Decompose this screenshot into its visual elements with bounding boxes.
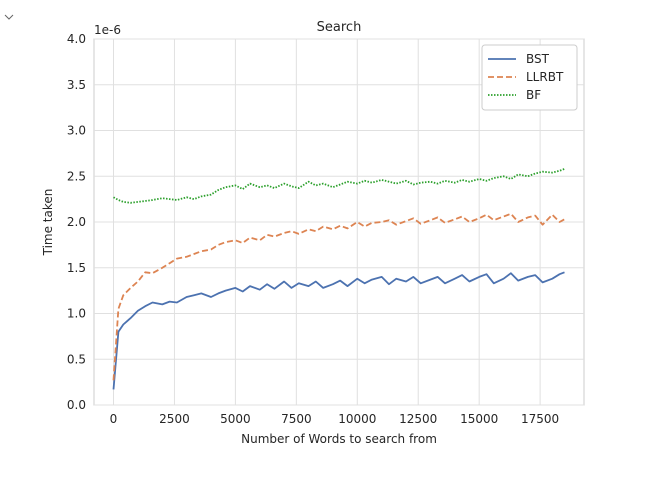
legend-label-llrbt: LLRBT — [526, 70, 564, 84]
series-line-bst — [112, 271, 565, 390]
x-tick-label: 15000 — [460, 412, 498, 426]
x-axis-label: Number of Words to search from — [241, 432, 437, 446]
y-tick-label: 3.0 — [67, 124, 86, 138]
y-tick-label: 2.5 — [67, 169, 86, 183]
chart-title: Search — [317, 20, 362, 35]
series-lines — [112, 168, 565, 390]
legend-box — [481, 44, 578, 111]
y-tick-label: 1.5 — [67, 261, 86, 275]
x-tick-label: 0 — [110, 412, 118, 426]
legend-label-bst: BST — [526, 52, 550, 66]
series-line-llrbt — [112, 212, 565, 381]
y-tick-label: 0.0 — [67, 398, 86, 412]
y-tick-label: 2.0 — [67, 215, 86, 229]
x-tick-label: 5000 — [220, 412, 251, 426]
series-line-bf — [113, 168, 565, 204]
y-tick-label: 4.0 — [67, 32, 86, 46]
x-tick-label: 10000 — [338, 412, 376, 426]
legend: BST LLRBT BF — [481, 44, 578, 111]
x-tick-label: 7500 — [281, 412, 312, 426]
x-tick-label: 17500 — [521, 412, 559, 426]
x-tick-label: 2500 — [159, 412, 190, 426]
y-tick-label: 1.0 — [67, 307, 86, 321]
legend-label-bf: BF — [526, 88, 541, 102]
y-axis-ticks: 0.0 0.5 1.0 1.5 2.0 2.5 3.0 3.5 4.0 — [67, 32, 86, 412]
y-axis-label: Time taken — [41, 189, 55, 257]
x-tick-label: 12500 — [399, 412, 437, 426]
x-axis-ticks: 0 2500 5000 7500 10000 12500 15000 17500 — [110, 412, 560, 426]
chevron-down-icon[interactable] — [3, 12, 15, 22]
y-tick-label: 0.5 — [67, 352, 86, 366]
y-tick-label: 3.5 — [67, 78, 86, 92]
y-offset-text: 1e-6 — [94, 23, 121, 37]
